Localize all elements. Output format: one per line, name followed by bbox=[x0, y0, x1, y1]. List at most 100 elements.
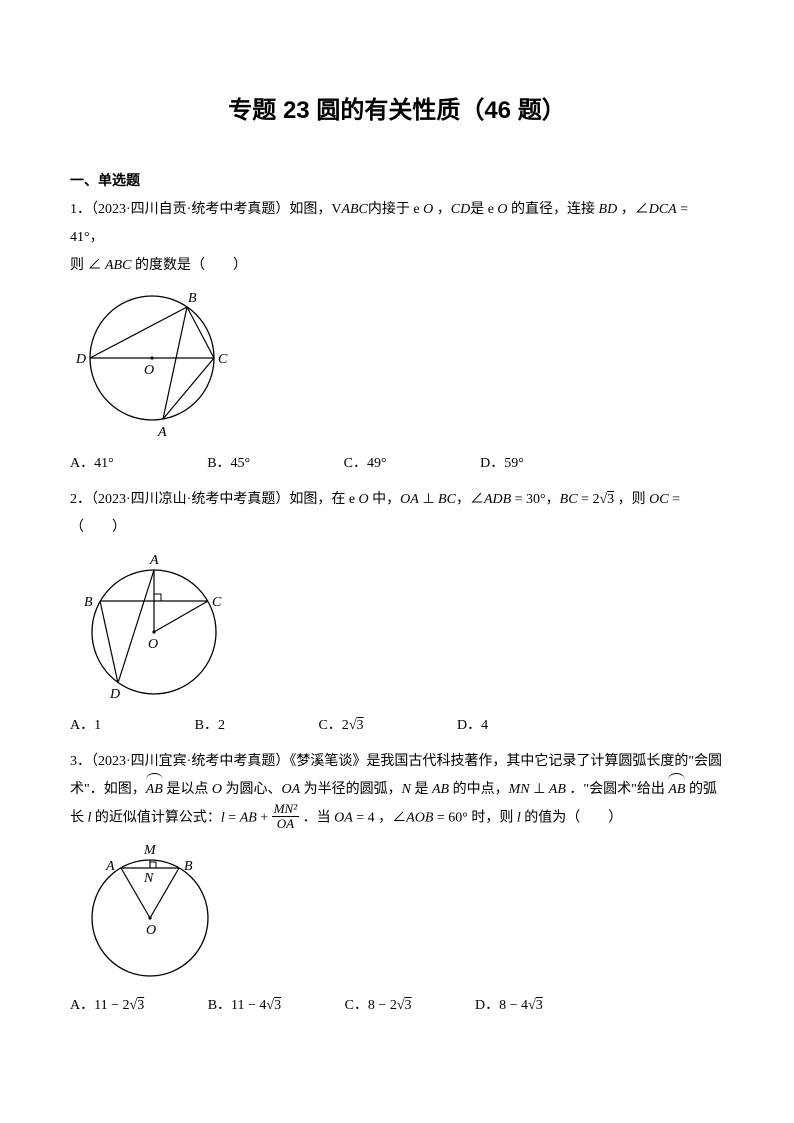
q2-t: ，∠ bbox=[456, 492, 484, 507]
q3-t: 《梦溪笔谈》是我国古代科技著作，其中它记录了计算圆弧长度的"会圆 bbox=[289, 754, 722, 769]
q3-svg: A B M N O bbox=[70, 838, 230, 983]
q3-t: = 60° 时，则 bbox=[433, 810, 517, 825]
q1-opt-c: C．49° bbox=[344, 452, 387, 472]
q1-t: 内接于 e bbox=[368, 202, 423, 217]
q3-oa: OA bbox=[281, 782, 300, 797]
q3-center-dot bbox=[148, 917, 151, 920]
q2-t: = 2 bbox=[578, 492, 600, 507]
q2-oa: OA bbox=[400, 492, 419, 507]
q2-t: = 30°， bbox=[511, 492, 560, 507]
q3-t: 的弧 bbox=[685, 782, 717, 797]
q2-D-label: D bbox=[109, 687, 120, 702]
q3-t: 为半径的圆弧， bbox=[300, 782, 402, 797]
q3-t: + bbox=[257, 810, 272, 825]
q1-ang: DCA bbox=[649, 202, 677, 217]
q1-center-dot bbox=[150, 356, 153, 359]
q2-bc: BC bbox=[438, 492, 456, 507]
q2-ocline bbox=[154, 601, 208, 632]
q3-t: = bbox=[225, 810, 240, 825]
q2-diagram: A B C D O bbox=[70, 548, 724, 708]
q1-t: 的度数是（ ） bbox=[131, 258, 247, 273]
q1-D-label: D bbox=[75, 352, 86, 367]
q2-t: 如图，在 e bbox=[289, 492, 358, 507]
q2-t: ，则 bbox=[614, 492, 649, 507]
q3-ab3: AB bbox=[240, 810, 257, 825]
q1-opt-b: B．45° bbox=[207, 452, 250, 472]
q2-opt-a: A．1 bbox=[70, 714, 101, 734]
q3-t: 为圆心、 bbox=[222, 782, 282, 797]
q2-ad bbox=[118, 570, 154, 683]
q2-sqrt3: √3 bbox=[599, 486, 614, 514]
q2-options: A．1 B．2 C．2√3 D．4 bbox=[70, 714, 724, 734]
q3-opt-a: A．11 − 2√3 bbox=[70, 994, 144, 1014]
q1-bd: BD bbox=[599, 202, 618, 217]
q3-opt-c: C．8 − 2√3 bbox=[345, 994, 412, 1014]
q3-t: 是以点 bbox=[163, 782, 212, 797]
q3-diagram: A B M N O bbox=[70, 838, 724, 988]
q3-A-label: A bbox=[105, 859, 115, 874]
q2-source: （2023·四川凉山·统考中考真题） bbox=[91, 492, 289, 507]
q3-opt-d: D．8 − 4√3 bbox=[475, 994, 543, 1014]
q1-cd: CD bbox=[451, 202, 470, 217]
q3-t: 的近似值计算公式： bbox=[91, 810, 221, 825]
q1-number: 1． bbox=[70, 202, 91, 217]
q2-opt-c-sqrt: √3 bbox=[349, 718, 364, 734]
q2-C-label: C bbox=[212, 595, 222, 610]
q2-right-angle bbox=[154, 594, 161, 601]
q1-t: 则 ∠ bbox=[70, 258, 105, 273]
q3-t: 的中点， bbox=[449, 782, 509, 797]
page-title: 专题 23 圆的有关性质（46 题） bbox=[70, 90, 724, 125]
q1-diagram: D C B A O bbox=[70, 286, 724, 446]
q2-ang: ADB bbox=[484, 492, 511, 507]
q2-o: O bbox=[359, 492, 369, 507]
q1-tri: ABC bbox=[341, 202, 367, 217]
q1-text: 1．（2023·四川自贡·统考中考真题）如图，VABC内接于 e O ，CD是 … bbox=[70, 196, 724, 280]
q3-number: 3． bbox=[70, 754, 91, 769]
q1-B-label: B bbox=[188, 291, 197, 306]
q3-opt-d-sqrt: √3 bbox=[528, 998, 543, 1014]
q1-opt-a: A．41° bbox=[70, 452, 114, 472]
q1-source: （2023·四川自贡·统考中考真题） bbox=[91, 202, 289, 217]
q2-A-label: A bbox=[149, 553, 159, 568]
q1-o1: O bbox=[423, 202, 433, 217]
q3-arc2: AB bbox=[668, 776, 685, 804]
q3-opt-b-pre: B．11 − 4 bbox=[208, 998, 267, 1013]
q1-t: 是 e bbox=[470, 202, 497, 217]
q2-bc2: BC bbox=[560, 492, 578, 507]
q2-t: 中， bbox=[369, 492, 401, 507]
q3-t: 术"．如图， bbox=[70, 782, 146, 797]
q3-arc1: AB bbox=[146, 776, 163, 804]
q3-opt-c-pre: C．8 − 2 bbox=[345, 998, 397, 1013]
q3-n: N bbox=[402, 782, 411, 797]
q3-opt-a-sqrt: √3 bbox=[130, 998, 145, 1014]
q3-aob: AOB bbox=[406, 810, 433, 825]
q3-t: 是 bbox=[411, 782, 432, 797]
q1-t: ，∠ bbox=[617, 202, 649, 217]
q1-t: ， bbox=[433, 202, 451, 217]
q3-t: ⊥ bbox=[530, 782, 549, 797]
q3-t: ．当 bbox=[299, 810, 334, 825]
q3-ob-line bbox=[150, 868, 179, 918]
q1-A-label: A bbox=[157, 425, 167, 440]
q3-options: A．11 − 2√3 B．11 − 4√3 C．8 − 2√3 D．8 − 4√… bbox=[70, 994, 724, 1014]
q1-bc bbox=[187, 307, 214, 358]
q2-oc: OC bbox=[649, 492, 668, 507]
q1-C-label: C bbox=[218, 352, 228, 367]
q1-abc: ABC bbox=[105, 258, 131, 273]
q2-svg: A B C D O bbox=[70, 548, 240, 703]
q3-N-label: N bbox=[143, 871, 154, 886]
q3-opt-d-pre: D．8 − 4 bbox=[475, 998, 528, 1013]
q3-right-angle bbox=[150, 862, 156, 868]
q3-O-label: O bbox=[146, 923, 156, 938]
q3-M-label: M bbox=[143, 843, 157, 858]
q3-text: 3．（2023·四川宜宾·统考中考真题）《梦溪笔谈》是我国古代科技著作，其中它记… bbox=[70, 748, 724, 832]
q2-opt-c: C．2√3 bbox=[318, 714, 363, 734]
q2-center-dot bbox=[152, 630, 155, 633]
q2-t: ⊥ bbox=[419, 492, 438, 507]
q2-db bbox=[100, 601, 118, 683]
q3-opt-c-sqrt: √3 bbox=[397, 998, 412, 1014]
q3-oa2: OA bbox=[334, 810, 353, 825]
q3-opt-a-pre: A．11 − 2 bbox=[70, 998, 130, 1013]
q1-opt-d: D．59° bbox=[480, 452, 524, 472]
q2-number: 2． bbox=[70, 492, 91, 507]
